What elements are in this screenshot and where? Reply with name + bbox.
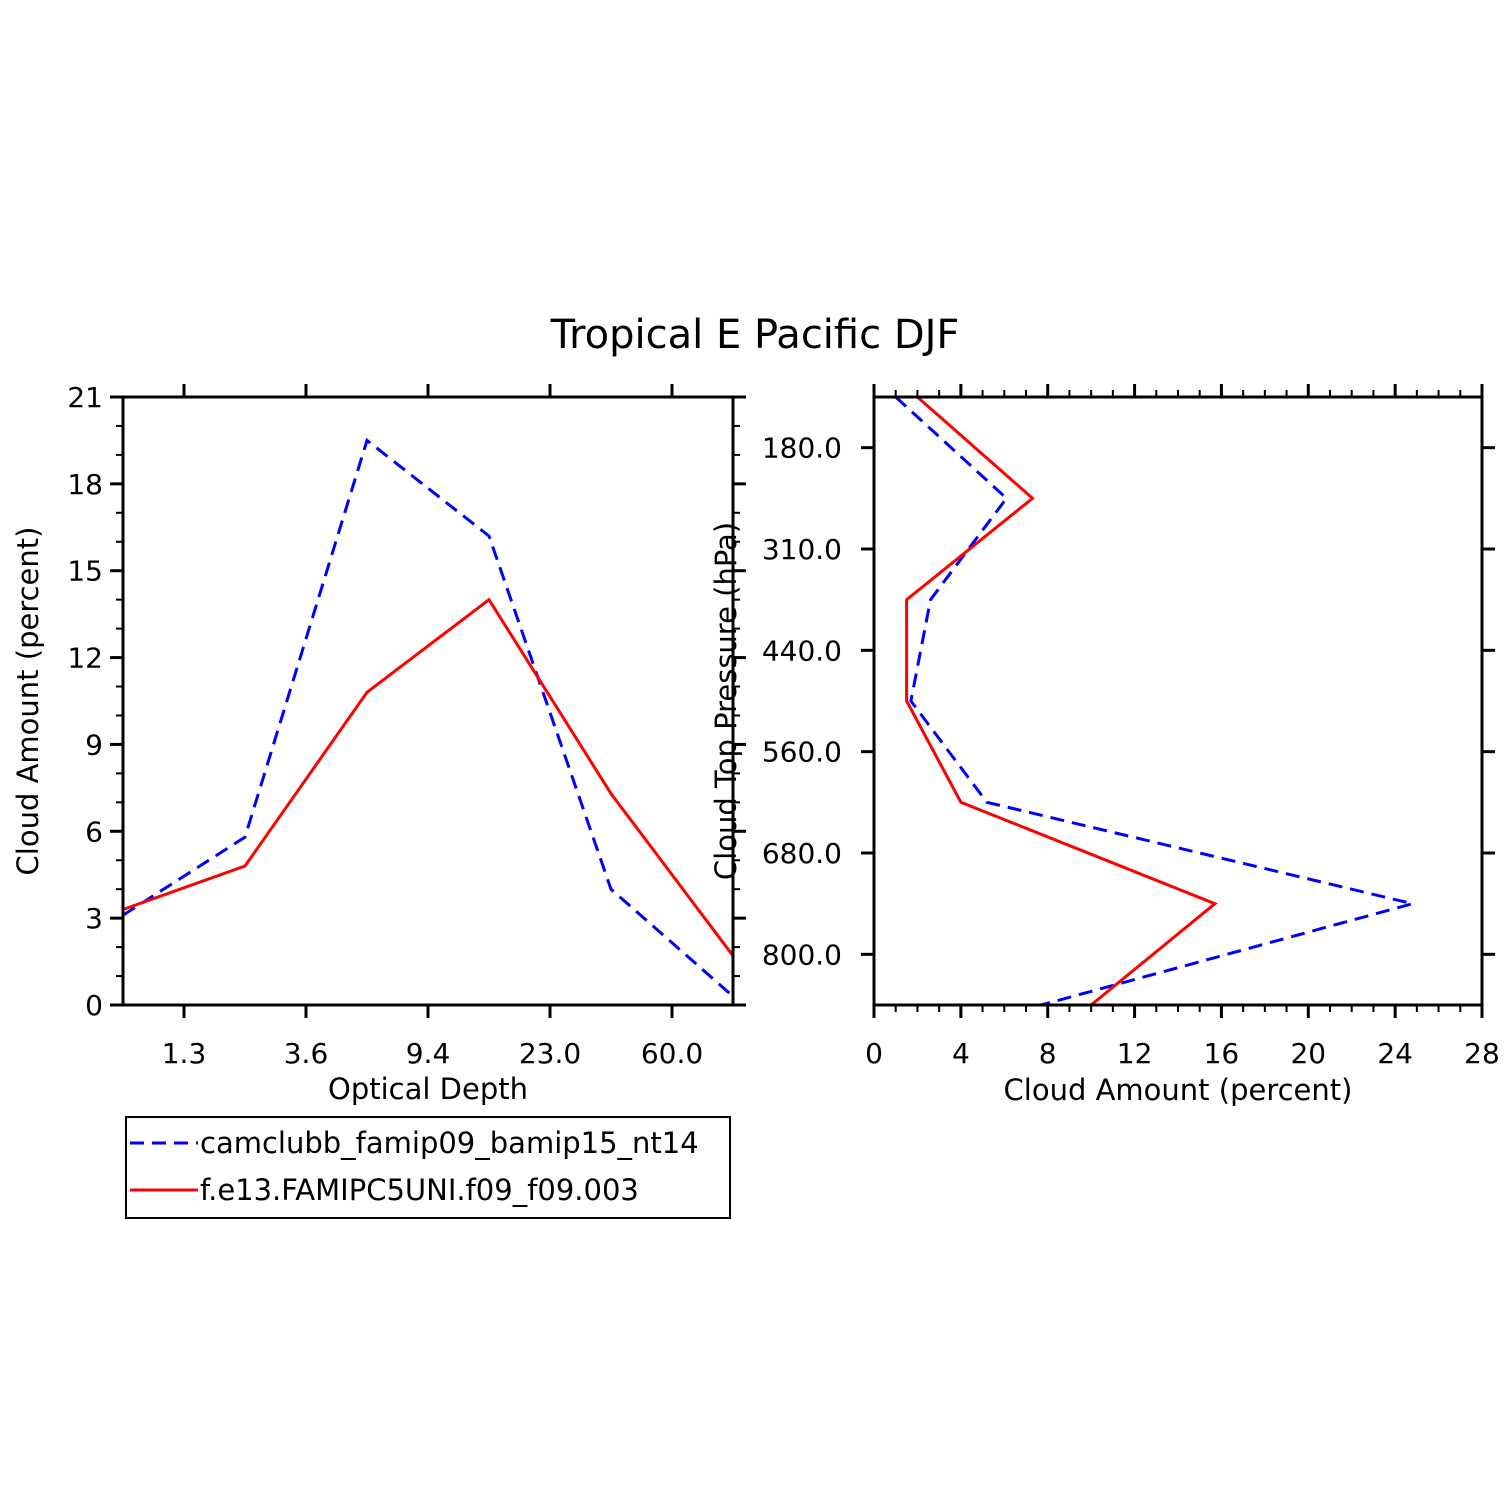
right-y-tick-label: 440.0	[762, 634, 842, 667]
right-x-tick-label: 24	[1377, 1037, 1413, 1070]
left-y-tick-label: 15	[67, 555, 103, 588]
right-x-tick-label: 16	[1204, 1037, 1240, 1070]
left-x-tick-label: 3.6	[284, 1037, 329, 1070]
right-series	[894, 395, 1413, 1007]
right-y-tick-label: 560.0	[762, 736, 842, 769]
left-series-line-0	[122, 437, 734, 998]
right-plot-frame	[872, 395, 1484, 1007]
cloud-top-pressure-panel: 0 4 8 12 16 20 24 28 180.0 310.0 440.0 560.0 680.0 80…	[709, 384, 1500, 1107]
left-x-axis-label: Optical Depth	[328, 1072, 528, 1106]
right-y-tick-label: 680.0	[762, 837, 842, 870]
left-x-tick-label: 1.3	[162, 1037, 207, 1070]
left-y-axis-label: Cloud Amount (percent)	[11, 527, 45, 876]
left-y-tick-label: 12	[67, 642, 103, 675]
left-x-tick-label: 23.0	[519, 1037, 581, 1070]
right-y-tick-label: 310.0	[762, 533, 842, 566]
left-x-tick-label: 60.0	[641, 1037, 703, 1070]
right-x-tick-label: 12	[1117, 1037, 1153, 1070]
right-y-tick-label: 180.0	[762, 432, 842, 465]
left-y-tick-label: 18	[67, 468, 103, 501]
right-x-tick-label: 4	[952, 1037, 970, 1070]
left-x-tick-label: 9.4	[406, 1037, 451, 1070]
right-series-line-1	[905, 395, 1218, 1007]
right-ticks: 0 4 8 12 16 20 24 28 180.0 310.0 440.0 560.0 680.0 80…	[762, 384, 1500, 1070]
left-series-line-1	[122, 597, 735, 957]
left-plot-frame	[121, 395, 735, 1007]
optical-depth-panel: 0 3 6 9 12 15 18 21 1.3 3.6 9.4 23.0 60.0 Optical De…	[11, 381, 746, 1106]
left-y-tick-label: 21	[67, 381, 103, 414]
legend-box	[125, 1116, 731, 1219]
legend-label-series-b: f.e13.FAMIPC5UNI.f09_f09.003	[200, 1173, 639, 1207]
right-y-axis-label: Cloud Top Pressure (hPa)	[709, 522, 743, 880]
legend: camclubb_famip09_bamip15_nt14 f.e13.FAMI…	[125, 1116, 731, 1219]
left-y-tick-label: 3	[85, 902, 103, 935]
right-x-tick-label: 0	[865, 1037, 883, 1070]
chart-title: Tropical E Pacific DJF	[550, 312, 960, 358]
left-y-tick-label: 6	[85, 815, 103, 848]
right-series-line-0	[894, 395, 1413, 1007]
left-y-tick-label: 9	[85, 728, 103, 761]
left-y-tick-label: 0	[85, 989, 103, 1022]
legend-label-series-a: camclubb_famip09_bamip15_nt14	[200, 1126, 699, 1160]
left-ticks: 0 3 6 9 12 15 18 21 1.3 3.6 9.4 23.0 60.0	[67, 381, 746, 1070]
right-x-axis-label: Cloud Amount (percent)	[1004, 1073, 1353, 1107]
right-y-tick-label: 800.0	[762, 938, 842, 971]
right-x-tick-label: 20	[1290, 1037, 1326, 1070]
right-x-tick-label: 28	[1464, 1037, 1500, 1070]
left-series	[122, 437, 735, 998]
right-x-tick-label: 8	[1039, 1037, 1057, 1070]
